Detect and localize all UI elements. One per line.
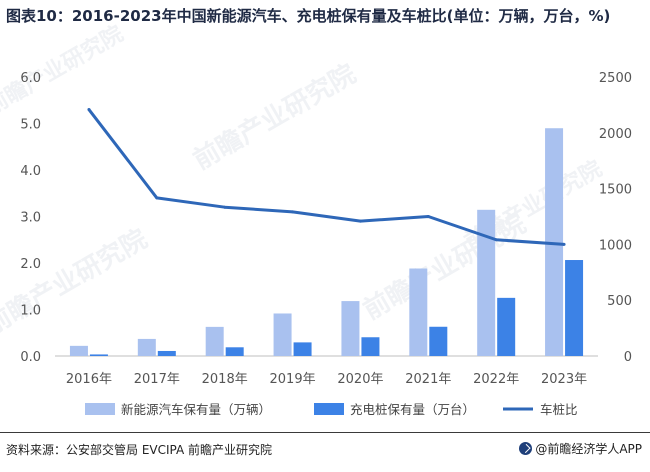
right-axis-tick-label: 1000 — [599, 238, 632, 253]
charger-stock-bar — [89, 354, 108, 356]
legend-swatch-charger — [314, 403, 344, 415]
left-axis-tick-label: 2.0 — [20, 257, 41, 272]
charger-stock-bar — [565, 260, 584, 356]
vehicle-stock-bar — [273, 313, 292, 356]
legend-label-ratio: 车桩比 — [540, 402, 578, 417]
charger-stock-bar — [293, 342, 312, 356]
combo-chart: 前瞻产业研究院 前瞻产业研究院 前瞻产业研究院 前瞻产业研究院 前瞻产业研究院 … — [0, 21, 632, 417]
x-axis-tick-label: 2020年 — [337, 372, 383, 387]
svg-text:前瞻产业研究院: 前瞻产业研究院 — [0, 223, 152, 341]
vehicle-stock-bar — [137, 338, 156, 356]
left-axis-tick-label: 0.0 — [20, 350, 41, 365]
legend-label-charger: 充电桩保有量（万台） — [350, 402, 475, 417]
vehicle-stock-bar — [69, 345, 88, 356]
chart-title: 图表10：2016-2023年中国新能源汽车、充电桩保有量及车桩比(单位：万辆，… — [6, 7, 611, 25]
ratio-point — [87, 108, 91, 112]
svg-text:前瞻产业研究院: 前瞻产业研究院 — [0, 21, 128, 121]
right-axis-tick-label: 500 — [607, 294, 632, 309]
vehicle-stock-bar — [341, 301, 360, 356]
right-axis-tick-label: 2500 — [599, 71, 632, 86]
x-axis-tick-label: 2019年 — [270, 372, 316, 387]
ratio-point — [426, 215, 430, 218]
x-axis-tick-label: 2018年 — [202, 372, 248, 387]
vehicle-stock-bar — [477, 209, 496, 356]
footer-divider — [0, 432, 650, 433]
vehicle-stock-bar — [409, 268, 428, 356]
left-axis-tick-label: 5.0 — [20, 118, 41, 133]
ratio-point — [223, 205, 227, 209]
x-axis-tick-label: 2016年 — [66, 372, 112, 387]
watermark-layer: 前瞻产业研究院 前瞻产业研究院 前瞻产业研究院 前瞻产业研究院 前瞻产业研究院 — [0, 21, 606, 341]
ratio-point — [358, 219, 362, 223]
right-axis-tick-label: 1500 — [599, 183, 632, 198]
charger-stock-bar — [429, 326, 448, 356]
left-axis-tick-label: 3.0 — [20, 211, 41, 226]
ratio-point — [155, 196, 159, 200]
right-axis-tick-label: 2000 — [599, 127, 632, 142]
vehicle-stock-bar — [545, 128, 564, 356]
right-axis-tick-label: 0 — [624, 350, 632, 365]
left-axis-tick-label: 4.0 — [20, 164, 41, 179]
charger-stock-bar — [497, 297, 516, 356]
ratio-point — [291, 210, 295, 214]
left-axis-tick-label: 1.0 — [20, 304, 41, 319]
vehicle-charger-ratio-line — [87, 108, 565, 246]
brand-logo-icon — [519, 442, 533, 455]
ratio-point — [494, 238, 498, 242]
brand-credit: @前瞻经济学人APP — [519, 440, 642, 457]
charger-stock-bar — [361, 337, 380, 356]
vehicle-stock-bar — [205, 326, 224, 356]
svg-text:前瞻产业研究院: 前瞻产业研究院 — [188, 58, 361, 176]
legend-label-vehicle: 新能源汽车保有量（万辆） — [121, 402, 271, 417]
x-axis-tick-label: 2023年 — [541, 372, 587, 387]
source-note: 资料来源：公安部交管局 EVCIPA 前瞻产业研究院 — [6, 443, 273, 457]
left-axis-tick-label: 6.0 — [20, 71, 41, 86]
ratio-point — [562, 242, 566, 246]
brand-label: @前瞻经济学人APP — [535, 442, 642, 456]
x-axis-tick-label: 2022年 — [473, 372, 519, 387]
charger-stock-bar — [157, 350, 176, 356]
x-axis-tick-label: 2021年 — [405, 372, 451, 387]
charger-stock-bar — [225, 347, 244, 356]
x-axis-tick-label: 2017年 — [134, 372, 180, 387]
legend-swatch-vehicle — [85, 403, 115, 415]
